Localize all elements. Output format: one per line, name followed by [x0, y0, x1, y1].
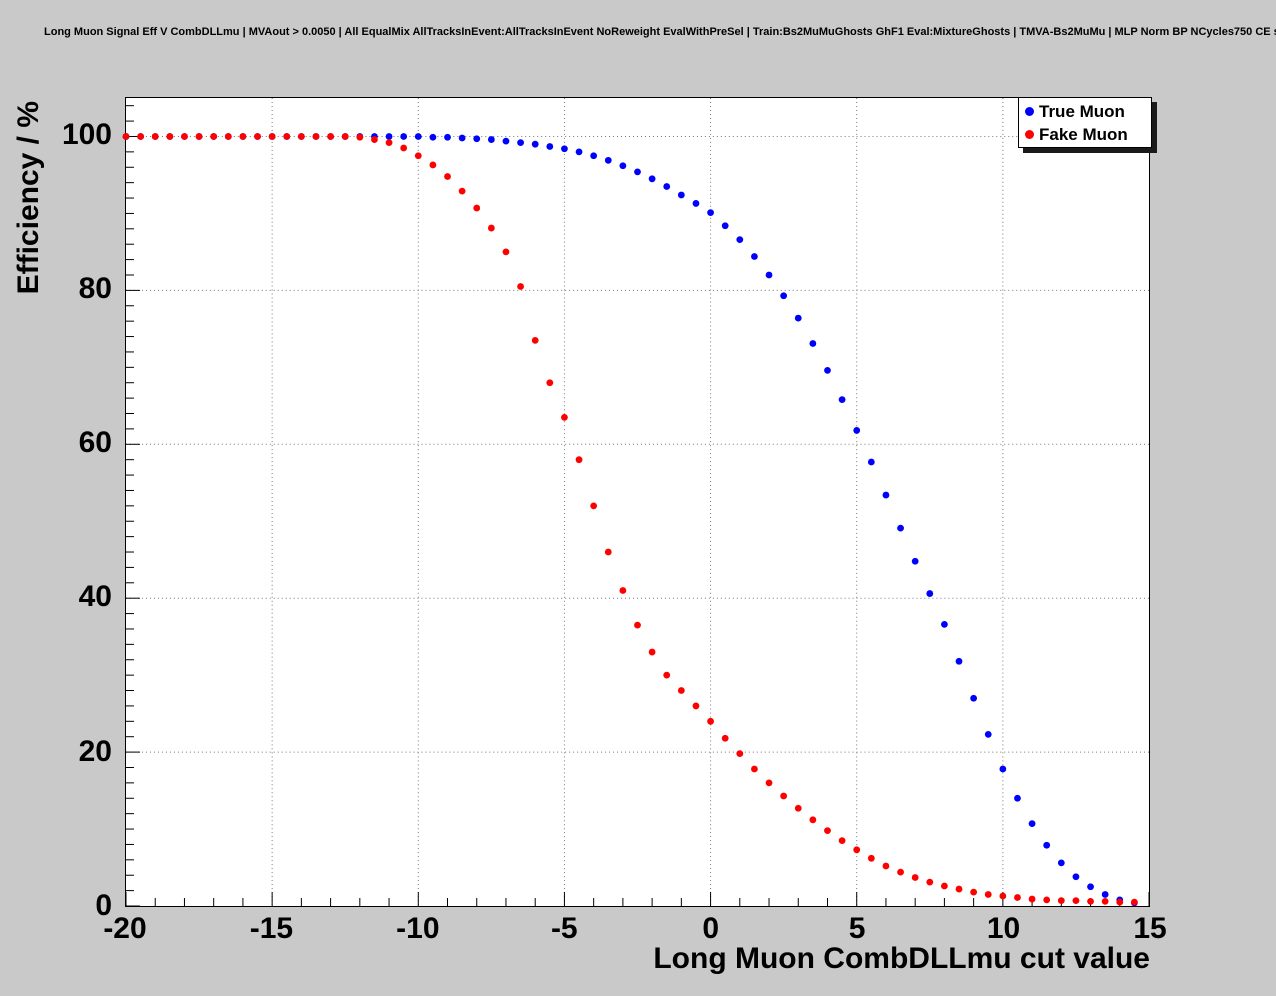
x-tick-label: -20 [103, 912, 147, 945]
x-tick-label: 10 [986, 912, 1021, 945]
legend-box: True Muon Fake Muon [1018, 97, 1152, 148]
fake-muon-marker-icon [1025, 130, 1034, 139]
x-tick-label: 0 [702, 912, 720, 945]
y-tick-label: 0 [95, 889, 112, 922]
x-tick-label: -15 [249, 912, 294, 945]
x-axis-title: Long Muon CombDLLmu cut value [653, 942, 1150, 975]
y-tick-label: 100 [61, 117, 112, 151]
x-tick-label: -5 [550, 912, 578, 945]
y-tick-label: 80 [78, 271, 112, 305]
x-tick-label: 5 [848, 912, 866, 945]
x-tick-label: 15 [1133, 912, 1167, 945]
y-axis-title: Efficiency / % [12, 101, 45, 295]
legend-entry-true-muon: True Muon [1025, 100, 1151, 123]
legend-label: Fake Muon [1039, 124, 1128, 144]
series-fake-muon [122, 133, 1138, 906]
y-tick-label: 20 [78, 734, 112, 768]
plot-title: Long Muon Signal Eff V CombDLLmu | MVAou… [44, 26, 1276, 38]
gridlines [126, 98, 1149, 906]
y-tick-label: 40 [78, 580, 112, 614]
series-true-muon [122, 133, 1138, 907]
x-tick-label: -10 [396, 912, 440, 945]
true-muon-marker-icon [1025, 107, 1034, 116]
plot-svg [122, 98, 1150, 907]
legend-label: True Muon [1039, 101, 1125, 121]
legend-entry-fake-muon: Fake Muon [1025, 123, 1151, 146]
plot-frame [122, 97, 1150, 907]
axis-ticks [125, 105, 1150, 907]
y-tick-label: 60 [78, 426, 112, 460]
